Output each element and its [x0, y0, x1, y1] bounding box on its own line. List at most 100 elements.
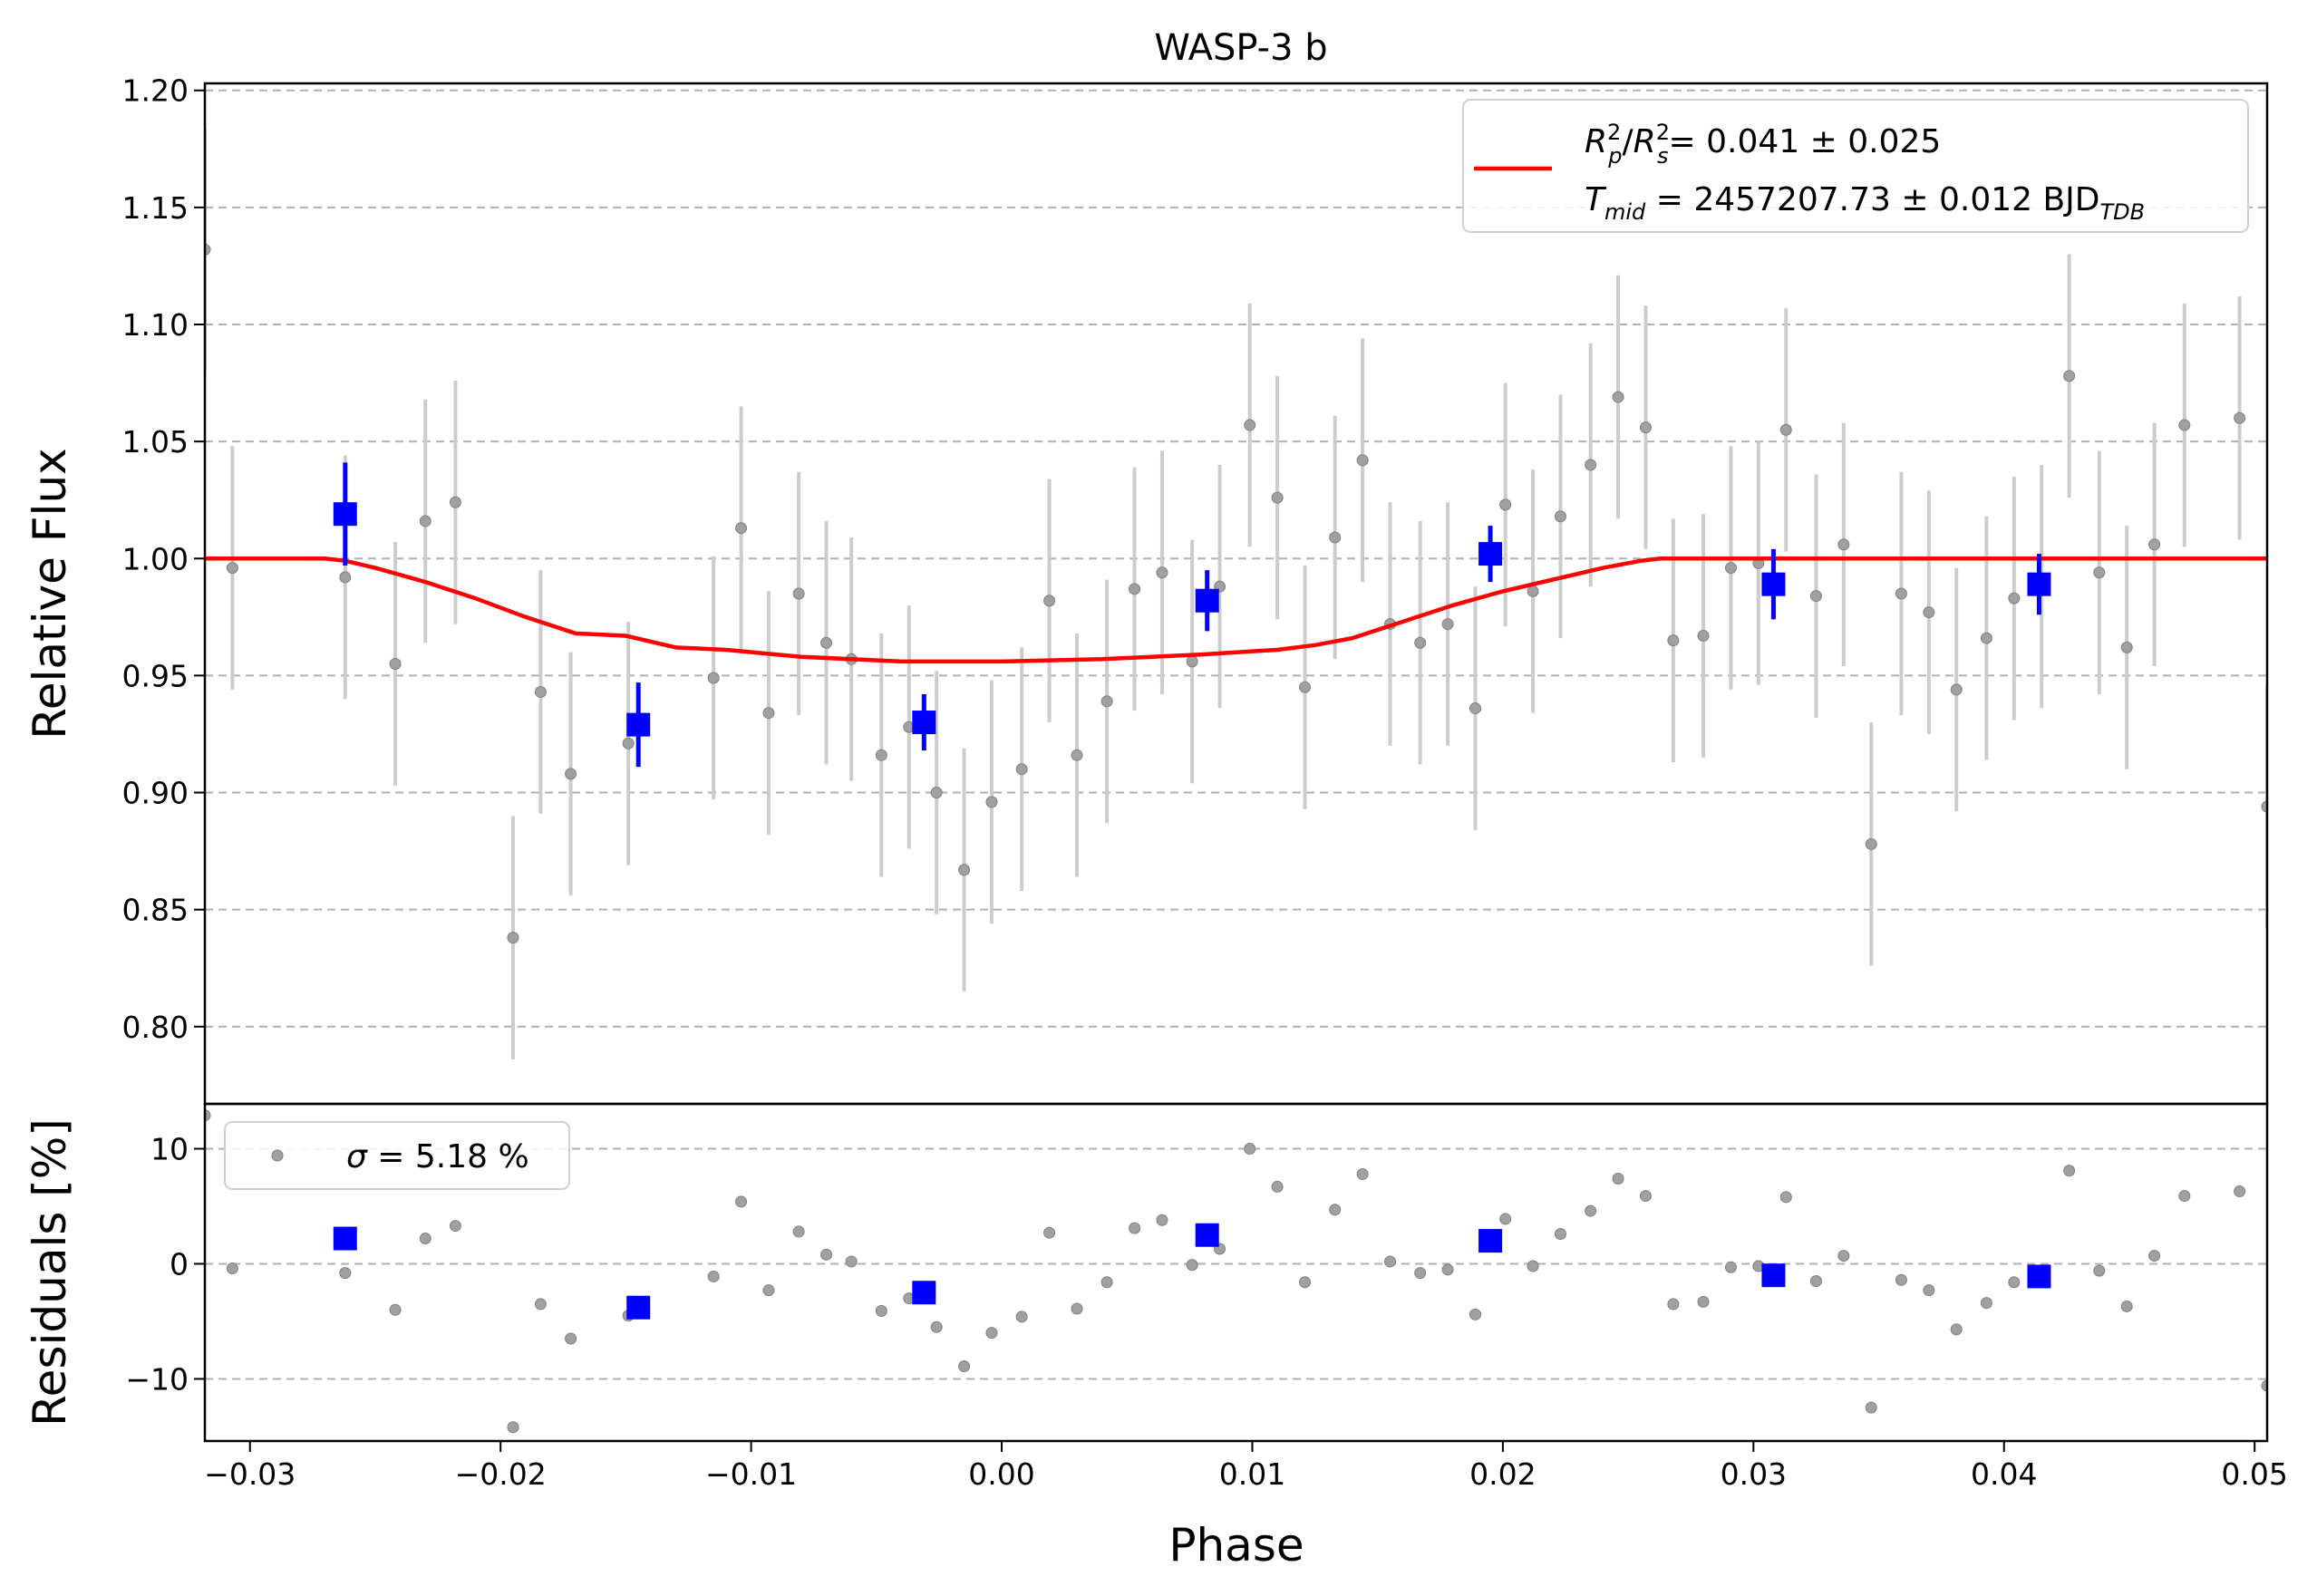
x-tick-label: 0.02 [1469, 1456, 1536, 1492]
data-point [1809, 590, 1822, 603]
data-point [985, 796, 998, 808]
residual-point [930, 1320, 943, 1333]
top-data-points [205, 243, 2267, 944]
residual-point [1186, 1259, 1198, 1272]
data-point [1186, 655, 1198, 668]
x-axis: −0.03 −0.02 −0.01 0.00 0.01 0.02 0.03 0.04 0.05 [204, 1441, 2288, 1492]
residual-point [565, 1332, 577, 1345]
top-y-axis-title: Relative Flux [24, 448, 76, 739]
binned-point [1478, 542, 1503, 566]
residual-point [2178, 1190, 2191, 1203]
data-point [205, 243, 211, 256]
residual-point [1639, 1190, 1652, 1203]
residual-point [1950, 1323, 1963, 1336]
residual-point [2063, 1165, 2076, 1177]
binned-point [2027, 572, 2051, 596]
residual-point [449, 1220, 461, 1233]
data-point [2261, 800, 2267, 813]
data-point [1527, 585, 1539, 597]
binned-point [626, 712, 651, 737]
residual-point [2261, 1379, 2267, 1392]
data-point [1299, 681, 1312, 693]
x-tick-label: −0.01 [705, 1456, 797, 1492]
residual-point [1414, 1267, 1427, 1280]
binned-point [333, 502, 357, 527]
x-tick-label: 0.00 [968, 1456, 1034, 1492]
legend-sigma: σ = 5.18 % [346, 1138, 529, 1175]
residual-point [226, 1262, 238, 1275]
residual-point [1554, 1227, 1566, 1240]
residual-point [507, 1421, 519, 1434]
data-point [622, 737, 635, 750]
data-point [1554, 510, 1566, 523]
residual-point [1156, 1214, 1168, 1226]
data-point [820, 636, 833, 649]
x-tick-label: 0.01 [1219, 1456, 1285, 1492]
data-point [226, 562, 238, 575]
residual-y-tick-label: −10 [125, 1361, 189, 1397]
top-y-tick-label: 1.15 [122, 190, 189, 226]
top-y-tick-label: 1.10 [122, 307, 189, 343]
residual-y-tick-label: 10 [150, 1132, 189, 1167]
residual-point [1244, 1143, 1256, 1156]
data-point [1895, 587, 1907, 600]
data-point [1156, 566, 1168, 579]
data-point [1837, 538, 1850, 551]
residual-point [1585, 1204, 1597, 1217]
data-point [1724, 562, 1737, 575]
x-axis-title: Phase [1168, 1519, 1304, 1572]
residual-point [1865, 1401, 1877, 1414]
residual-point [1980, 1297, 1992, 1310]
data-point [1129, 583, 1141, 595]
data-point [1015, 763, 1028, 776]
residual-binned-point [1761, 1263, 1786, 1288]
transit-model-line [205, 556, 2267, 664]
data-point [2008, 592, 2021, 605]
residual-point [1329, 1204, 1342, 1216]
x-tick-label: 0.03 [1721, 1456, 1787, 1492]
data-point [707, 672, 720, 684]
residual-point [762, 1284, 775, 1297]
residual-y-axis-title: Residuals [%] [24, 1118, 76, 1427]
data-point [762, 707, 775, 720]
x-tick-label: −0.03 [204, 1456, 296, 1492]
residual-point [1895, 1273, 1907, 1286]
residual-point [2120, 1300, 2133, 1312]
data-point [565, 768, 577, 780]
data-point [1329, 531, 1342, 544]
residual-binned-point [912, 1281, 936, 1305]
residual-point [707, 1270, 720, 1282]
residual-point [1612, 1173, 1624, 1185]
residual-binned-points [333, 1223, 2051, 1320]
residual-point [339, 1267, 352, 1280]
residual-point [820, 1248, 833, 1261]
binned-point [1761, 572, 1786, 596]
residual-point [958, 1359, 971, 1372]
residual-point [1129, 1222, 1141, 1234]
residual-y-axis: −10 0 10 [125, 1132, 205, 1397]
chart-title: WASP-3 b [1154, 27, 1327, 69]
top-legend: R2 p/R2 s= 0.041 ± 0.025 Tmid = 2457207.73… [1462, 99, 2249, 233]
data-point [507, 932, 519, 944]
residual-binned-point [1195, 1223, 1219, 1247]
data-point [1356, 454, 1369, 467]
residual-binned-point [333, 1226, 357, 1251]
data-point [1612, 391, 1624, 403]
data-point [1639, 421, 1652, 434]
top-binned-points [333, 462, 2051, 768]
data-point [1667, 634, 1680, 647]
top-y-tick-label: 0.90 [122, 776, 189, 811]
x-tick-label: 0.05 [2221, 1456, 2287, 1492]
residual-data-points [205, 1109, 2267, 1434]
residual-point [735, 1195, 748, 1208]
residual-point [1837, 1250, 1850, 1262]
residual-point [2093, 1264, 2106, 1277]
data-point [1923, 606, 1935, 619]
residual-point [1384, 1255, 1397, 1268]
top-y-tick-label: 0.80 [122, 1010, 189, 1045]
data-point [339, 571, 352, 584]
residual-point [534, 1298, 547, 1311]
data-point [1865, 837, 1877, 850]
data-point [1585, 459, 1597, 471]
legend-residual-marker [271, 1149, 284, 1162]
